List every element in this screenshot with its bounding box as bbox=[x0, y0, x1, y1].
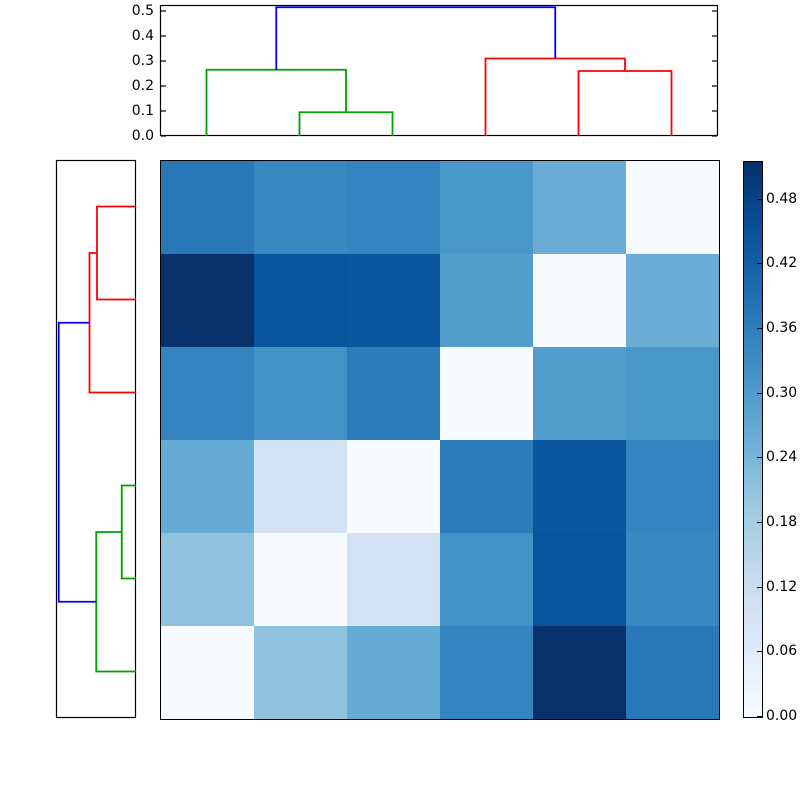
heatmap-cell-r3c1 bbox=[161, 347, 254, 440]
heatmap-cell-r3c5 bbox=[533, 347, 626, 440]
colorbar-tick-label: 0.24 bbox=[766, 449, 798, 466]
colorbar-tick bbox=[757, 457, 762, 459]
colorbar-tick-label: 0.12 bbox=[766, 578, 798, 595]
colorbar-tick bbox=[757, 716, 762, 717]
heatmap-cell-r4c5 bbox=[533, 440, 626, 533]
colorbar-tick bbox=[757, 522, 762, 524]
top-axis-tick-label: 0.0 bbox=[131, 128, 154, 144]
heatmap-cell-r6c5 bbox=[533, 626, 626, 719]
heatmap-cell-r5c1 bbox=[161, 533, 254, 626]
top-axis-tick-label: 0.1 bbox=[131, 103, 154, 119]
colorbar-tick bbox=[757, 586, 762, 588]
dendrogram-link bbox=[275, 6, 557, 70]
heatmap-cell-r1c5 bbox=[533, 161, 626, 254]
heatmap-cell-r5c2 bbox=[254, 533, 347, 626]
heatmap-cell-r3c6 bbox=[626, 347, 719, 440]
dendrogram-link bbox=[96, 205, 136, 301]
top-dendrogram bbox=[159, 4, 719, 137]
top-dendrogram-box bbox=[159, 4, 719, 137]
colorbar-tick-label: 0.06 bbox=[766, 643, 798, 660]
heatmap-cell-r4c1 bbox=[161, 440, 254, 533]
heatmap-cell-r4c2 bbox=[254, 440, 347, 533]
dendrogram-link bbox=[298, 111, 394, 136]
colorbar-tick bbox=[757, 392, 762, 394]
dendrogram-link bbox=[57, 321, 97, 603]
heatmap-cell-r3c4 bbox=[440, 347, 533, 440]
colorbar-tick bbox=[757, 198, 762, 200]
heatmap-cell-r6c2 bbox=[254, 626, 347, 719]
heatmap-cell-r6c1 bbox=[161, 626, 254, 719]
top-axis-tick-label: 0.2 bbox=[131, 78, 154, 94]
heatmap-cell-r5c5 bbox=[533, 533, 626, 626]
heatmap-cell-r5c6 bbox=[626, 533, 719, 626]
top-axis-tick-label: 0.5 bbox=[131, 3, 154, 19]
heatmap-cell-r2c3 bbox=[347, 254, 440, 347]
heatmap-cell-r5c4 bbox=[440, 533, 533, 626]
colorbar-tick bbox=[757, 328, 762, 330]
dendrogram-link bbox=[120, 484, 136, 580]
colorbar-tick-label: 0.48 bbox=[766, 190, 798, 207]
heatmap-cell-r2c5 bbox=[533, 254, 626, 347]
heatmap-grid bbox=[160, 160, 720, 720]
heatmap-cell-r4c4 bbox=[440, 440, 533, 533]
dendrogram-link bbox=[205, 68, 347, 136]
colorbar-tick-label: 0.36 bbox=[766, 320, 798, 337]
heatmap-cell-r6c3 bbox=[347, 626, 440, 719]
colorbar bbox=[743, 161, 763, 718]
heatmap-cell-r1c4 bbox=[440, 161, 533, 254]
colorbar-tick-label: 0.00 bbox=[766, 708, 798, 724]
heatmap-cell-r6c6 bbox=[626, 626, 719, 719]
top-axis-tick-label: 0.3 bbox=[131, 53, 154, 69]
heatmap-cell-r4c3 bbox=[347, 440, 440, 533]
left-dendrogram-box bbox=[55, 159, 137, 719]
heatmap-cell-r1c6 bbox=[626, 161, 719, 254]
colorbar-tick-label: 0.30 bbox=[766, 384, 798, 401]
heatmap-cell-r1c3 bbox=[347, 161, 440, 254]
colorbar-tick-label: 0.42 bbox=[766, 255, 798, 272]
colorbar-tick-label: 0.18 bbox=[766, 514, 798, 531]
colorbar-tick bbox=[757, 651, 762, 653]
top-axis-tick-label: 0.4 bbox=[131, 28, 154, 44]
heatmap-cell-r5c3 bbox=[347, 533, 440, 626]
heatmap-cell-r3c3 bbox=[347, 347, 440, 440]
heatmap-cell-r6c4 bbox=[440, 626, 533, 719]
heatmap-cell-r2c6 bbox=[626, 254, 719, 347]
heatmap-cell-r2c2 bbox=[254, 254, 347, 347]
heatmap-cell-r1c2 bbox=[254, 161, 347, 254]
dendrogram-link bbox=[577, 70, 673, 136]
dendrogram-link bbox=[95, 531, 136, 673]
heatmap-cell-r3c2 bbox=[254, 347, 347, 440]
left-dendrogram bbox=[55, 159, 137, 719]
heatmap-cell-r4c6 bbox=[626, 440, 719, 533]
heatmap-cell-r2c1 bbox=[161, 254, 254, 347]
heatmap-cell-r2c4 bbox=[440, 254, 533, 347]
colorbar-tick bbox=[757, 263, 762, 265]
heatmap-cell-r1c1 bbox=[161, 161, 254, 254]
